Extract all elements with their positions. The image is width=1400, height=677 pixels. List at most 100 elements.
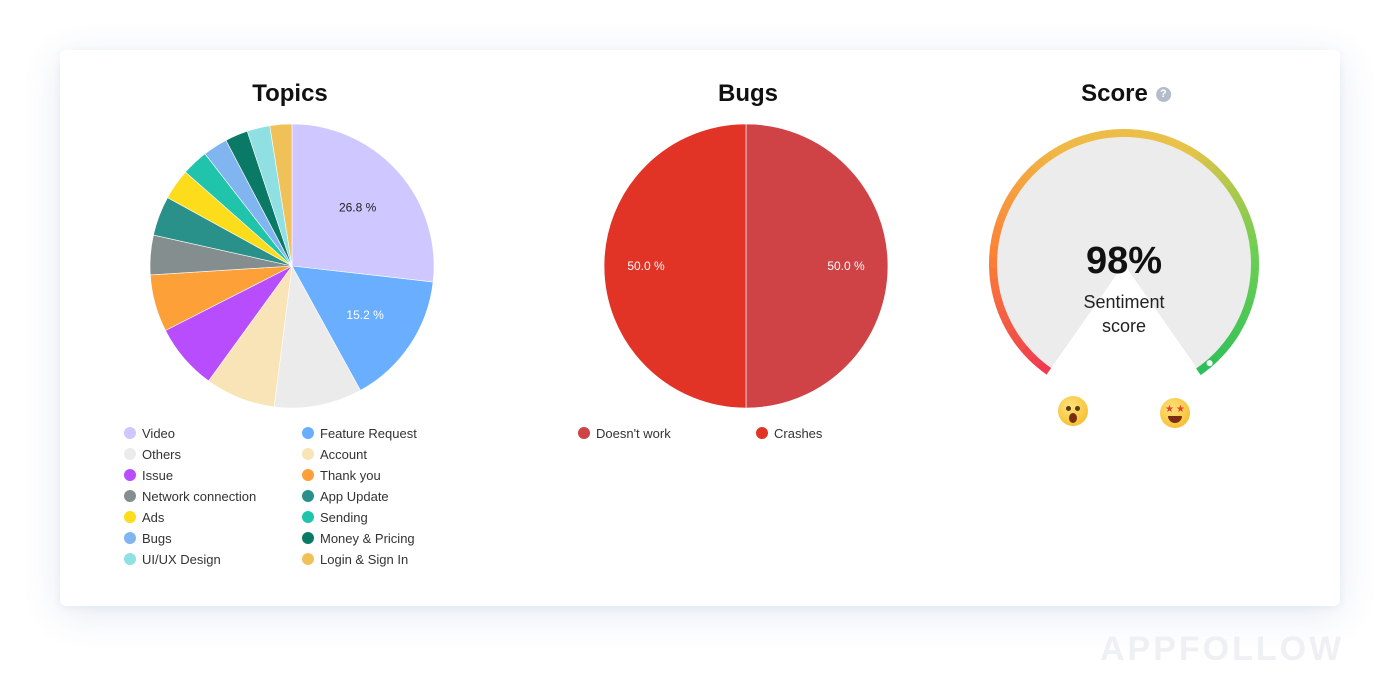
data-label-feature-request: 15.2 % — [346, 308, 384, 322]
pie-slice-doesn-t-work[interactable] — [745, 123, 889, 409]
legend-item-money-pricing[interactable]: Money & Pricing — [302, 529, 480, 547]
pie-slice-video[interactable] — [291, 123, 435, 283]
data-label-crashes: 50.0 % — [627, 259, 665, 273]
legend-label: App Update — [320, 488, 389, 504]
gauge-arc-segment — [1068, 136, 1083, 149]
legend-label: Bugs — [142, 530, 172, 546]
legend-label: Crashes — [774, 425, 823, 441]
gauge-arc-segment — [990, 233, 1001, 247]
legend-swatch — [302, 427, 314, 439]
gauge-background — [997, 136, 1251, 369]
legend-item-crashes[interactable]: Crashes — [756, 424, 934, 442]
legend-item-video[interactable]: Video — [124, 424, 302, 442]
gauge-arc-segment — [1079, 133, 1094, 145]
legend-item-ads[interactable]: Ads — [124, 508, 302, 526]
gauge-arc-segment — [989, 277, 1000, 291]
gauge-arc-segment — [1002, 318, 1015, 334]
gauge-arc-segment — [999, 201, 1012, 216]
legend-item-login-sign-in[interactable]: Login & Sign In — [302, 550, 480, 568]
gauge-arc-segment — [1058, 140, 1073, 153]
gauge-arc-segment — [1003, 191, 1017, 207]
legend-swatch — [302, 490, 314, 502]
legend-label: Issue — [142, 467, 174, 483]
gauge-arc-segment — [1247, 234, 1258, 248]
topics-pie-chart: 26.8 % 15.2 % — [149, 123, 435, 409]
gauge-arc-segment — [1048, 145, 1064, 159]
legend-item-thank-you[interactable]: Thank you — [302, 466, 480, 484]
gauge-arc-segment — [995, 211, 1007, 226]
legend-item-issue[interactable]: Issue — [124, 466, 302, 484]
legend-swatch — [124, 511, 136, 523]
appfollow-watermark: APPFOLLOW — [1100, 630, 1345, 668]
gauge-arc-segment — [1231, 192, 1245, 207]
gauge-arc-segment — [1249, 245, 1259, 259]
gauge-arc-segment — [989, 267, 998, 280]
legend-swatch — [302, 553, 314, 565]
gauge-arc-segment — [1237, 309, 1250, 325]
data-label-video: 26.8 % — [339, 200, 377, 214]
legend-swatch — [124, 469, 136, 481]
gauge-arc-segment — [1248, 278, 1259, 292]
gauge-arc-segment — [1185, 145, 1200, 160]
pie-slice-feature-request[interactable] — [291, 265, 434, 391]
legend-label: Feature Request — [320, 425, 417, 441]
pie-slice-others[interactable] — [273, 265, 361, 409]
legend-swatch — [124, 553, 136, 565]
gauge-arc-segment — [1101, 129, 1115, 139]
gauge-arc-segment — [1145, 130, 1159, 142]
legend-label: UI/UX Design — [142, 551, 221, 567]
gauge-arc-segment — [1090, 130, 1104, 142]
score-caption: Sentiment score — [1083, 292, 1165, 336]
legend-item-feature-request[interactable]: Feature Request — [302, 424, 480, 442]
legend-swatch — [302, 511, 314, 523]
legend-item-doesn-t-work[interactable]: Doesn't work — [578, 424, 756, 442]
data-label-doesn-t-work: 50.0 % — [827, 259, 865, 273]
legend-swatch — [302, 469, 314, 481]
pie-slice-login-sign-in[interactable] — [269, 123, 293, 267]
gauge-arc-segment — [1232, 319, 1246, 335]
bugs-pie-chart: 50.0 % 50.0 % — [603, 123, 889, 409]
legend-label: Login & Sign In — [320, 551, 409, 567]
legend-swatch — [578, 427, 590, 439]
gauge-arc-segment — [994, 298, 1006, 313]
help-icon[interactable]: ? — [1155, 86, 1171, 102]
gauge-arc-segment — [1245, 289, 1257, 303]
legend-label: Ads — [142, 509, 165, 525]
legend-label: Network connection — [142, 488, 257, 504]
legend-label: Account — [320, 446, 367, 462]
gauge-arc-segment — [1250, 268, 1259, 281]
gauge-arc-segment — [1123, 129, 1137, 138]
screaming-face-icon — [1058, 396, 1088, 426]
gauge-arc-segment — [997, 308, 1010, 324]
topics-legend: Video Feature Request Others Account Issue Th… — [124, 424, 480, 568]
legend-item-others[interactable]: Others — [124, 445, 302, 463]
score-heading: Score ? — [1081, 80, 1171, 108]
legend-label: Doesn't work — [596, 425, 671, 441]
gauge-arc-segment — [1007, 328, 1021, 343]
pie-slice-crashes[interactable] — [603, 123, 747, 409]
legend-item-app-update[interactable]: App Update — [302, 487, 480, 505]
gauge-arc-segment — [1166, 136, 1181, 149]
sentiment-gauge — [989, 129, 1259, 376]
gauge-arc-segment — [992, 222, 1004, 237]
legend-swatch — [302, 448, 314, 460]
legend-swatch — [124, 448, 136, 460]
legend-item-account[interactable]: Account — [302, 445, 480, 463]
star-struck-face-icon: ★ ★ — [1160, 398, 1190, 428]
legend-swatch — [124, 427, 136, 439]
legend-swatch — [756, 427, 768, 439]
gauge-arc-segment — [989, 244, 999, 258]
legend-swatch — [124, 490, 136, 502]
gauge-arc-segment — [1175, 140, 1191, 154]
legend-item-network-connection[interactable]: Network connection — [124, 487, 302, 505]
gauge-arc-segment — [1245, 223, 1256, 238]
legend-item-ui-ux-design[interactable]: UI/UX Design — [124, 550, 302, 568]
legend-item-bugs[interactable]: Bugs — [124, 529, 302, 547]
gauge-arc-segment — [1134, 129, 1148, 139]
topics-title: Topics — [252, 80, 328, 107]
legend-item-sending[interactable]: Sending — [302, 508, 480, 526]
bugs-title: Bugs — [718, 80, 778, 107]
legend-label: Thank you — [320, 467, 381, 483]
gauge-arc-segment — [1155, 133, 1170, 145]
legend-label: Money & Pricing — [320, 530, 415, 546]
